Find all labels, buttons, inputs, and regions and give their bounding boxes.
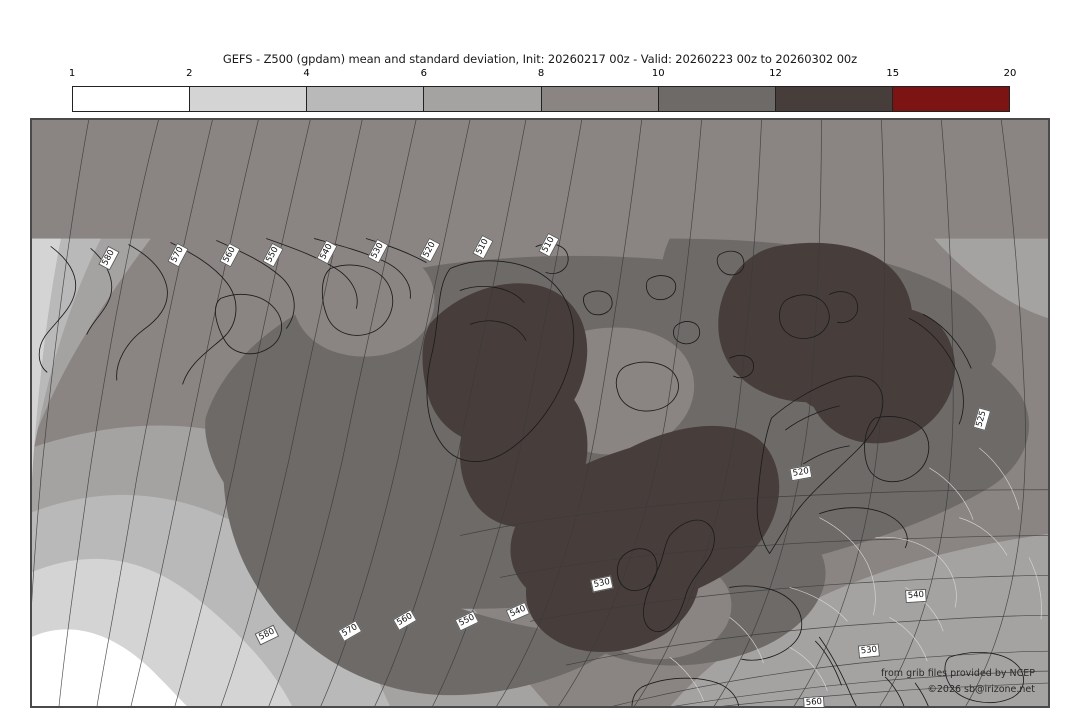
map-canvas [31,119,1049,707]
contour-label-540-12: 540 [505,601,531,623]
colorbar-segment-6-8 [424,87,542,111]
contour-label-540-4: 540 [316,239,338,265]
mean-contours [31,119,1049,707]
colorbar-tick-10: 10 [651,68,665,79]
colorbar-segment-8-10 [541,87,659,111]
colorbar-tick-20: 20 [1003,68,1017,79]
colorbar-tick-4: 4 [303,68,310,79]
colorbar [72,86,1010,112]
contour-label-layer: 580 570 560 550 540 530 520 510 510 525 520 530 540 5… [31,119,1049,707]
map-panel: 580 570 560 550 540 530 520 510 510 525 520 530 540 5… [30,118,1050,708]
colorbar-tick-8: 8 [537,68,545,79]
contour-label-510-8: 510 [538,232,560,258]
colorbar-tick-15: 15 [886,68,900,79]
contour-label-520-6: 520 [419,237,441,263]
colorbar-segment-15-20 [892,87,1009,111]
colorbar-tick-2: 2 [186,68,193,79]
data-source-credit: from grib files provided by NCEP [880,668,1035,679]
contour-label-520-10: 520 [789,464,813,482]
colorbar-tick-1: 1 [68,68,76,79]
contour-label-530-5: 530 [367,238,389,264]
contour-label-525-9: 525 [972,407,992,431]
colorbar-segment-10-12 [658,87,776,111]
contour-label-560-19: 560 [802,695,826,707]
contour-label-530-11: 530 [590,575,614,593]
political-borders [669,447,1042,702]
contour-label-560-2: 560 [219,242,241,268]
contour-label-580-16: 580 [254,624,280,646]
colorbar-segment-2-4 [190,87,308,111]
contour-label-510-7: 510 [472,234,494,260]
colorbar-segment-12-15 [775,87,893,111]
page-title: GEFS - Z500 (gpdam) mean and standard de… [222,52,858,66]
contour-label-550-13: 550 [454,610,480,632]
contour-label-580-0: 580 [98,245,120,271]
contour-label-570-15: 570 [337,620,363,642]
contour-label-530-18: 530 [857,643,881,659]
colorbar-tick-12: 12 [769,68,782,79]
contour-label-540-17: 540 [904,588,928,604]
contour-label-560-14: 560 [392,609,418,631]
colorbar-segment-1-2 [73,87,191,111]
colorbar-tick-labels: 1 2 4 6 8 10 12 15 20 [68,68,1017,82]
stddev-shading [31,119,1049,707]
colorbar-segments [72,86,1010,112]
contour-label-570-1: 570 [167,242,189,268]
copyright-credit: ©2026 sb@irizone.net [927,684,1035,695]
colorbar-tick-6: 6 [420,68,427,79]
colorbar-segment-4-6 [307,87,425,111]
coastlines [38,238,1024,707]
contour-label-550-3: 550 [262,242,284,268]
